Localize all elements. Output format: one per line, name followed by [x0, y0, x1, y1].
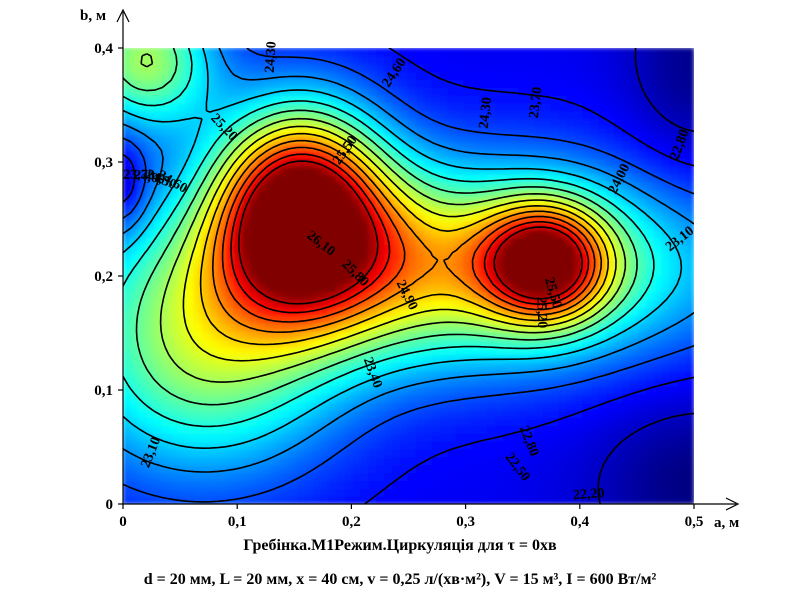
y-axis-label: b, м [80, 8, 106, 24]
chart-subtitle: d = 20 мм, L = 20 мм, x = 40 см, v = 0,2… [143, 571, 657, 588]
axes: 0 0,1 0,2 0,3 0,4 0,5 0 0,1 0,2 0,3 0,4 [94, 8, 740, 530]
contour-line [140, 53, 627, 383]
contour-label: 23,70 [123, 168, 155, 183]
x-tick-label: 0,3 [456, 514, 475, 530]
y-tick-label: 0,1 [94, 383, 113, 399]
contour-line [123, 48, 683, 449]
x-tick-label: 0,5 [685, 514, 704, 530]
x-tick-label: 0,4 [570, 514, 589, 530]
contour-line [597, 48, 694, 504]
contour-line [123, 48, 638, 406]
contour-label: 23,70 [527, 86, 546, 119]
y-tick-label: 0,2 [94, 269, 113, 285]
x-tick-label: 0 [119, 514, 127, 530]
x-tick-label: 0,2 [342, 514, 361, 530]
contour-line [199, 132, 609, 346]
y-tick-label: 0,4 [94, 41, 113, 57]
contour-line [123, 48, 694, 504]
y-tick-label: 0 [106, 497, 114, 513]
contour-line [221, 146, 596, 323]
contour-lines [123, 48, 694, 504]
contour-label: 25,20 [533, 296, 549, 328]
contour-line [238, 160, 583, 305]
x-axis-arrow [725, 497, 740, 511]
x-tick-label: 0,1 [228, 514, 247, 530]
y-tick-label: 0,3 [94, 155, 113, 171]
x-axis-label: a, м [714, 515, 739, 531]
contour-label: 24,00 [133, 168, 167, 188]
contour-label: 24,30 [477, 96, 495, 129]
contour-line [123, 48, 655, 428]
contour-line [182, 125, 617, 362]
contour-label: 22,20 [573, 486, 606, 503]
heatmap-field [123, 48, 694, 504]
contour-line [212, 139, 603, 333]
contour-line [123, 48, 694, 473]
contour-label: 24,30 [263, 41, 280, 73]
contour-line [230, 153, 590, 314]
contour-line [123, 48, 694, 503]
y-axis-arrow [116, 8, 130, 23]
chart-title: Гребінка.М1Режим.Циркуляція для τ = 0хв [243, 537, 557, 554]
